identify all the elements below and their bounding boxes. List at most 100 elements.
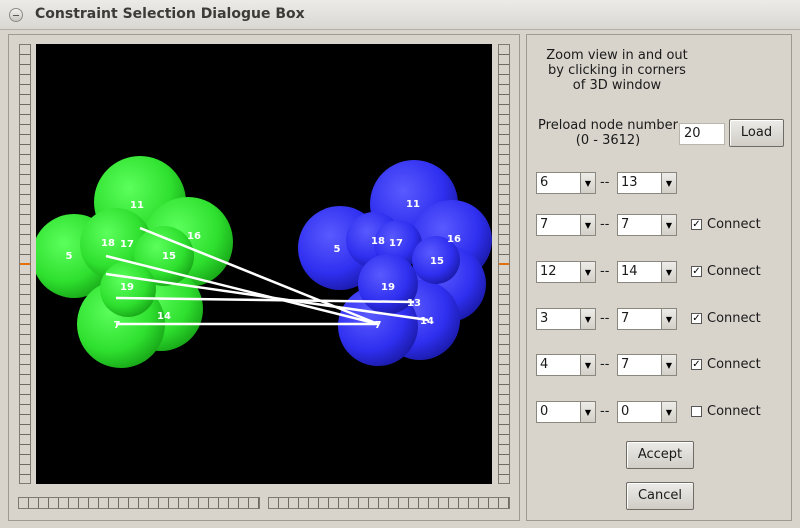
constraint-right-value: 13	[621, 175, 638, 190]
blue-node-label: 18	[371, 236, 385, 247]
right-vertical-slider[interactable]	[498, 44, 510, 484]
down-triangle-icon[interactable]: ▼	[661, 173, 676, 193]
constraint-line	[115, 296, 415, 304]
constraint-right-select[interactable]: 14 ▼	[617, 261, 677, 283]
blue-node-label: 11	[406, 199, 420, 210]
instruction-line: by clicking in corners	[548, 63, 686, 78]
3d-view[interactable]: 11 16 5 18 17 15 19 14 7 11 16 5 18 17 1…	[32, 44, 492, 484]
down-triangle-icon[interactable]: ▼	[661, 402, 676, 422]
constraint-left-select[interactable]: 4 ▼	[536, 354, 596, 376]
blue-node-label: 13	[407, 298, 421, 309]
down-triangle-icon[interactable]: ▼	[580, 262, 595, 282]
accept-button[interactable]: Accept	[626, 441, 694, 469]
down-triangle-icon[interactable]: ▼	[580, 309, 595, 329]
constraint-right-select[interactable]: 7 ▼	[617, 308, 677, 330]
zoom-instructions: Zoom view in and out by clicking in corn…	[530, 48, 704, 93]
green-node-label: 14	[157, 311, 171, 322]
green-node-label: 11	[130, 200, 144, 211]
constraint-left-value: 4	[540, 357, 549, 372]
constraint-left-select[interactable]: 12 ▼	[536, 261, 596, 283]
left-vertical-slider[interactable]	[19, 44, 31, 484]
constraint-separator: --	[600, 264, 610, 279]
blue-node-label: 7	[375, 320, 382, 331]
connect-label: Connect	[707, 311, 761, 326]
blue-sphere	[358, 254, 418, 314]
constraint-left-select[interactable]: 7 ▼	[536, 214, 596, 236]
connect-label: Connect	[707, 404, 761, 419]
down-triangle-icon[interactable]: ▼	[661, 355, 676, 375]
constraint-left-value: 6	[540, 175, 549, 190]
constraint-right-select[interactable]: 13 ▼	[617, 172, 677, 194]
constraint-left-select[interactable]: 6 ▼	[536, 172, 596, 194]
down-triangle-icon[interactable]: ▼	[580, 215, 595, 235]
green-node-label: 15	[162, 251, 176, 262]
left-slider-thumb[interactable]	[20, 263, 30, 265]
blue-sphere	[412, 236, 460, 284]
green-node-label: 18	[101, 238, 115, 249]
connect-label: Connect	[707, 264, 761, 279]
blue-node-label: 16	[447, 234, 461, 245]
load-button[interactable]: Load	[729, 119, 784, 147]
blue-node-label: 15	[430, 256, 444, 267]
down-triangle-icon[interactable]: ▼	[580, 173, 595, 193]
constraint-left-value: 0	[540, 404, 549, 419]
constraint-lines	[105, 226, 429, 326]
connect-checkbox[interactable]	[691, 406, 702, 417]
blue-node-label: 5	[334, 244, 341, 255]
connect-label: Connect	[707, 357, 761, 372]
preload-label: Preload node number (0 - 3612)	[534, 118, 682, 148]
constraint-line	[105, 272, 429, 322]
constraint-left-value: 12	[540, 264, 557, 279]
down-triangle-icon[interactable]: ▼	[580, 355, 595, 375]
connect-checkbox[interactable]: ✓	[691, 359, 702, 370]
preload-node-input[interactable]: 20	[679, 123, 725, 145]
preload-label-line: Preload node number	[538, 118, 678, 133]
title-bar: Constraint Selection Dialogue Box	[0, 0, 800, 30]
constraint-left-select[interactable]: 3 ▼	[536, 308, 596, 330]
constraint-left-value: 3	[540, 311, 549, 326]
down-triangle-icon[interactable]: ▼	[661, 262, 676, 282]
bottom-right-horizontal-slider[interactable]	[268, 497, 510, 509]
constraint-separator: --	[600, 404, 610, 419]
constraint-right-select[interactable]: 7 ▼	[617, 354, 677, 376]
constraint-left-select[interactable]: 0 ▼	[536, 401, 596, 423]
constraint-separator: --	[600, 357, 610, 372]
down-triangle-icon[interactable]: ▼	[580, 402, 595, 422]
green-node-label: 16	[187, 231, 201, 242]
blue-node-label: 19	[381, 282, 395, 293]
connect-checkbox[interactable]: ✓	[691, 219, 702, 230]
constraint-separator: --	[600, 217, 610, 232]
constraint-left-value: 7	[540, 217, 549, 232]
right-slider-thumb[interactable]	[499, 263, 509, 265]
blue-cluster	[298, 160, 492, 366]
green-node-label: 19	[120, 282, 134, 293]
blue-node-label: 17	[389, 238, 403, 249]
constraint-right-value: 0	[621, 404, 630, 419]
preload-range-line: (0 - 3612)	[575, 133, 641, 148]
instruction-line: Zoom view in and out	[546, 48, 688, 63]
constraint-right-select[interactable]: 0 ▼	[617, 401, 677, 423]
constraint-separator: --	[600, 175, 610, 190]
blue-node-label: 14	[420, 316, 434, 327]
green-node-label: 7	[114, 320, 121, 331]
connect-checkbox[interactable]: ✓	[691, 266, 702, 277]
constraint-right-value: 7	[621, 311, 630, 326]
green-node-label: 5	[66, 251, 73, 262]
green-node-label: 17	[120, 239, 134, 250]
constraint-right-select[interactable]: 7 ▼	[617, 214, 677, 236]
down-triangle-icon[interactable]: ▼	[661, 309, 676, 329]
connect-checkbox[interactable]: ✓	[691, 313, 702, 324]
instruction-line: of 3D window	[572, 78, 662, 93]
window-menu-icon[interactable]	[9, 8, 23, 22]
cancel-button[interactable]: Cancel	[626, 482, 694, 510]
constraint-right-value: 14	[621, 264, 638, 279]
bottom-left-horizontal-slider[interactable]	[18, 497, 260, 509]
down-triangle-icon[interactable]: ▼	[661, 215, 676, 235]
constraint-separator: --	[600, 311, 610, 326]
window-title: Constraint Selection Dialogue Box	[35, 6, 305, 22]
constraint-right-value: 7	[621, 357, 630, 372]
constraint-right-value: 7	[621, 217, 630, 232]
constraint-line	[105, 254, 379, 326]
3d-scene-svg[interactable]: 11 16 5 18 17 15 19 14 7 11 16 5 18 17 1…	[32, 44, 492, 484]
connect-label: Connect	[707, 217, 761, 232]
